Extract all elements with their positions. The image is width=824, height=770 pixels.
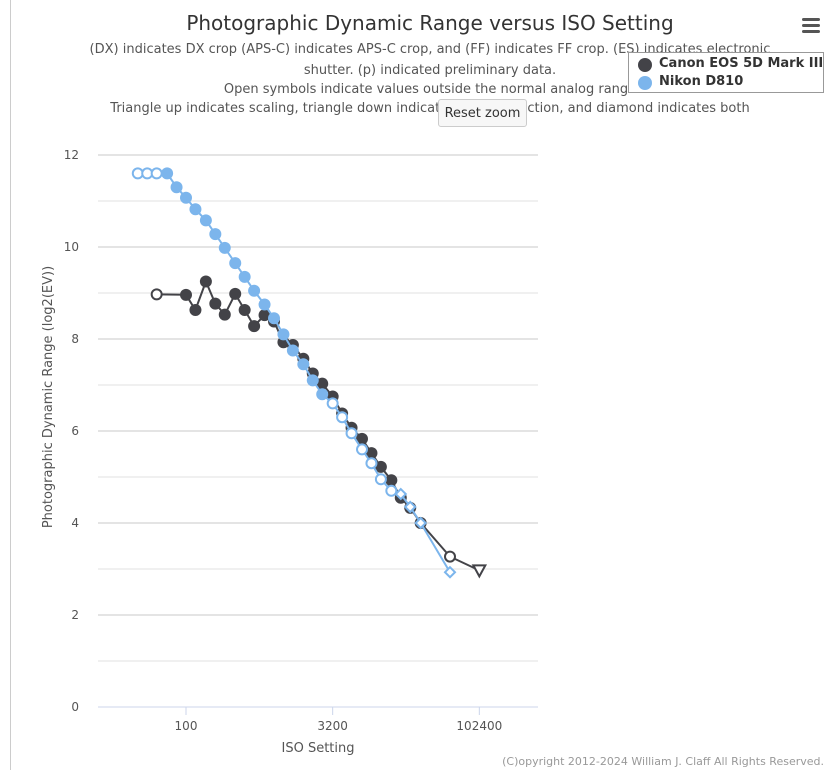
chart-title: Photographic Dynamic Range versus ISO Se…	[186, 11, 673, 35]
data-point[interactable]	[403, 500, 417, 514]
axes: 0 2 4 6 8 10 12 100 3200 102400	[64, 148, 538, 733]
data-point[interactable]	[161, 167, 174, 180]
x-axis-title: ISO Setting	[282, 741, 355, 756]
y-axis-title: Photographic Dynamic Range (log2(EV))	[41, 266, 56, 528]
data-point[interactable]	[238, 270, 251, 283]
data-point[interactable]	[326, 397, 339, 410]
data-point[interactable]	[248, 320, 261, 333]
data-point[interactable]	[316, 388, 329, 401]
chart-subtitle: (DX) indicates DX crop (APS-C) indicates…	[90, 42, 771, 116]
y-tick-label: 0	[71, 700, 79, 714]
y-tick-label: 8	[71, 332, 79, 346]
legend-label: Nikon D810	[659, 74, 744, 89]
data-point[interactable]	[229, 287, 242, 300]
data-point[interactable]	[444, 550, 456, 563]
page-frame	[10, 0, 11, 770]
legend-circle-icon	[638, 76, 652, 90]
subtitle-line-4: Triangle up indicates scaling, triangle …	[109, 101, 749, 116]
data-point[interactable]	[218, 241, 231, 254]
subtitle-line-2: shutter. (p) indicated preliminary data.	[304, 63, 556, 78]
y-tick-label: 12	[64, 148, 79, 162]
x-tick-label: 3200	[317, 719, 348, 733]
data-point[interactable]	[229, 257, 242, 270]
subtitle-line-3: Open symbols indicate values outside the…	[224, 82, 636, 97]
data-point[interactable]	[385, 484, 398, 497]
data-point[interactable]	[306, 374, 319, 387]
credits-text: (C)opyright 2012-2024 William J. Claff A…	[502, 755, 824, 768]
data-point[interactable]	[356, 432, 368, 445]
series-line	[137, 172, 451, 573]
data-point[interactable]	[199, 214, 212, 227]
hamburger-menu-icon[interactable]	[800, 14, 822, 36]
x-tick-label: 100	[175, 719, 198, 733]
legend-label: Canon EOS 5D Mark III	[659, 56, 824, 71]
data-point[interactable]	[365, 447, 378, 460]
data-point[interactable]	[209, 297, 222, 310]
data-point[interactable]	[365, 457, 378, 470]
y-tick-label: 6	[71, 424, 79, 438]
series-line	[156, 278, 480, 572]
data-point[interactable]	[345, 427, 358, 440]
data-point[interactable]	[414, 516, 428, 530]
grid	[98, 154, 538, 708]
y-tick-label: 2	[71, 608, 79, 622]
data-point[interactable]	[258, 309, 271, 322]
data-point[interactable]	[374, 473, 387, 486]
data-point[interactable]	[316, 377, 329, 390]
data-point[interactable]	[199, 275, 212, 288]
data-point[interactable]	[218, 308, 231, 321]
data-point[interactable]	[150, 288, 163, 301]
reset-zoom-button[interactable]: Reset zoom	[438, 99, 527, 127]
data-point[interactable]	[356, 443, 368, 456]
data-point[interactable]	[170, 181, 183, 194]
data-point[interactable]	[150, 167, 163, 180]
data-point[interactable]	[336, 411, 349, 424]
data-point[interactable]	[286, 344, 299, 357]
data-point[interactable]	[189, 203, 202, 216]
data-point[interactable]	[268, 312, 280, 325]
subtitle-line-1: (DX) indicates DX crop (APS-C) indicates…	[90, 42, 771, 57]
data-point[interactable]	[258, 298, 271, 311]
x-tick-label: 102400	[456, 719, 502, 733]
y-tick-label: 10	[64, 240, 79, 254]
data-point[interactable]	[209, 228, 222, 241]
data-point[interactable]	[385, 474, 398, 487]
data-point[interactable]	[297, 358, 310, 371]
legend-circle-icon	[638, 58, 652, 72]
data-point[interactable]	[277, 328, 290, 341]
data-point[interactable]	[180, 288, 192, 301]
legend: Canon EOS 5D Mark III Nikon D810	[628, 52, 824, 93]
data-point[interactable]	[443, 565, 457, 579]
plot-area[interactable]	[131, 167, 488, 579]
data-point[interactable]	[180, 191, 192, 204]
data-point[interactable]	[189, 304, 202, 317]
data-point[interactable]	[394, 487, 408, 501]
data-point[interactable]	[374, 460, 387, 473]
series-canon[interactable]	[150, 275, 488, 579]
data-point[interactable]	[471, 564, 488, 579]
data-point[interactable]	[248, 284, 261, 297]
series-nikon[interactable]	[131, 167, 457, 579]
data-point[interactable]	[238, 304, 251, 317]
y-tick-label: 4	[71, 516, 79, 530]
